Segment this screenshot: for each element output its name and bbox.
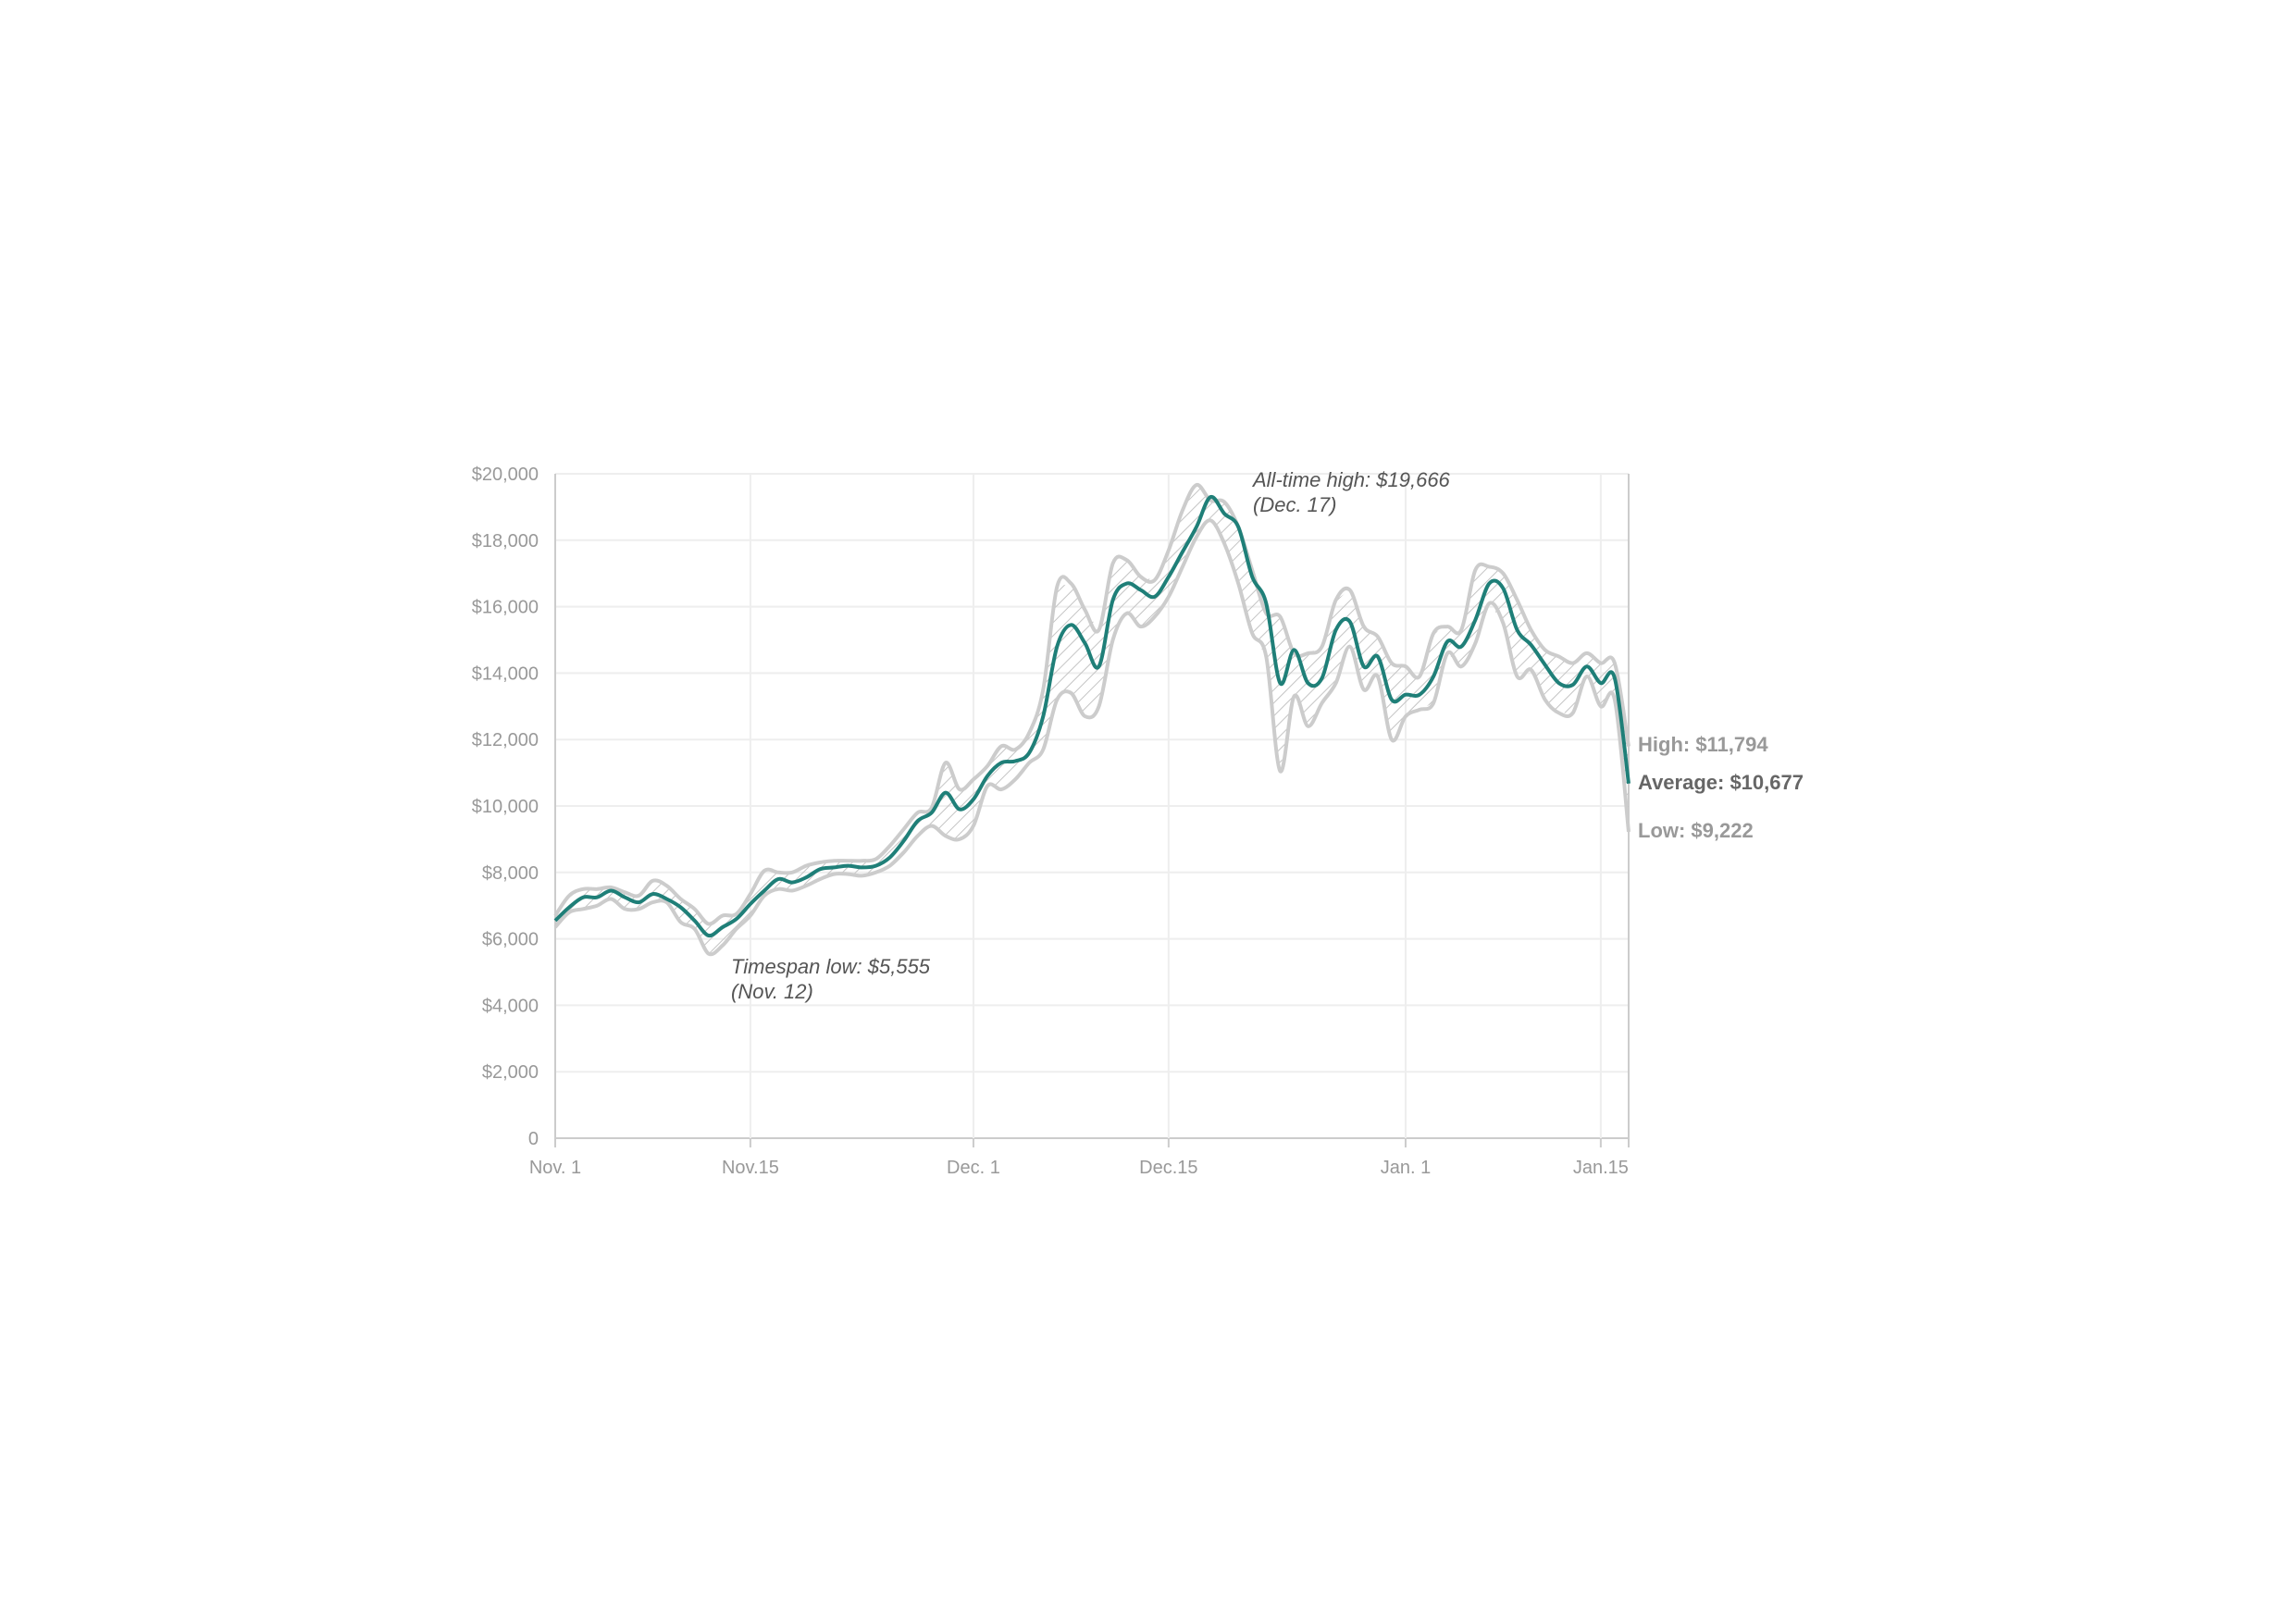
y-tick-label: $16,000 [472,598,539,618]
low-series-line [553,518,1630,957]
x-tick-label: Dec. 1 [947,1158,1000,1178]
end-label-low: Low: $9,222 [1638,819,1754,842]
y-tick-label: $20,000 [472,465,539,485]
annotation-timespan-low-date: (Nov. 12) [731,980,813,1003]
y-tick-label: $4,000 [482,996,539,1016]
annotation-all-time-high-date: (Dec. 17) [1253,493,1336,516]
end-label-high: High: $11,794 [1638,733,1768,756]
y-tick-label: $2,000 [482,1062,539,1083]
average-series-line [553,494,1630,938]
annotation-timespan-low: Timespan low: $5,555 [731,955,931,978]
y-tick-label: $10,000 [472,797,539,817]
y-tick-label: 0 [528,1129,539,1149]
y-tick-label: $14,000 [472,663,539,684]
x-tick-label: Dec.15 [1139,1158,1197,1178]
y-axis: 0 $2,000 $4,000 $6,000 $8,000 $10,000 $12,000 $… [472,465,539,1149]
annotation-all-time-high: All-time high: $19,666 [1251,468,1451,491]
y-tick-label: $18,000 [472,531,539,552]
x-tick-label: Nov. 1 [529,1158,581,1178]
x-tick-label: Nov.15 [722,1158,779,1178]
chart-grid [554,473,1629,1139]
x-axis: Nov. 1 Nov.15 Dec. 1 Dec.15 Jan. 1 Jan.15 [529,474,1630,1178]
end-label-average: Average: $10,677 [1638,771,1804,794]
y-tick-label: $12,000 [472,730,539,750]
x-tick-label: Jan. 1 [1381,1158,1431,1178]
y-tick-label: $6,000 [482,930,539,950]
y-tick-label: $8,000 [482,863,539,884]
high-series-line [553,482,1630,926]
high-low-range-band [555,485,1629,954]
x-tick-label: Jan.15 [1573,1158,1629,1178]
